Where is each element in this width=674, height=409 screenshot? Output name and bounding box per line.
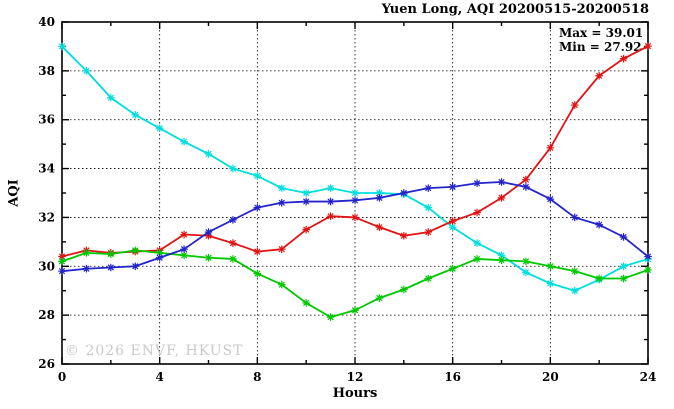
y-tick-label: 30 bbox=[38, 259, 55, 273]
min-value-label: Min = 27.92 bbox=[559, 40, 642, 54]
x-tick-label: 4 bbox=[155, 370, 163, 384]
max-min-annotation: Max = 39.01 Min = 27.92 bbox=[559, 26, 643, 54]
series-markers-blue-series bbox=[58, 178, 652, 275]
y-tick-label: 36 bbox=[38, 113, 55, 127]
x-tick-label: 24 bbox=[640, 370, 657, 384]
series-markers-green-series bbox=[58, 246, 652, 321]
y-tick-label: 32 bbox=[38, 210, 55, 224]
plot-frame bbox=[61, 21, 649, 365]
watermark: © 2026 ENVF, HKUST bbox=[65, 343, 244, 359]
x-tick-label: 16 bbox=[444, 370, 461, 384]
x-tick-label: 8 bbox=[253, 370, 261, 384]
y-tick-label: 34 bbox=[38, 162, 55, 176]
chart-title: Yuen Long, AQI 20200515-20200518 bbox=[381, 2, 649, 17]
x-axis-title: Hours bbox=[332, 386, 378, 401]
y-tick-label: 28 bbox=[38, 308, 55, 322]
x-tick-label: 20 bbox=[542, 370, 559, 384]
y-tick-label: 26 bbox=[38, 357, 55, 371]
x-tick-label: 12 bbox=[347, 370, 364, 384]
max-value-label: Max = 39.01 bbox=[559, 26, 644, 40]
x-tick-label: 0 bbox=[58, 370, 66, 384]
y-tick-label: 40 bbox=[38, 15, 55, 29]
y-tick-label: 38 bbox=[38, 64, 55, 78]
